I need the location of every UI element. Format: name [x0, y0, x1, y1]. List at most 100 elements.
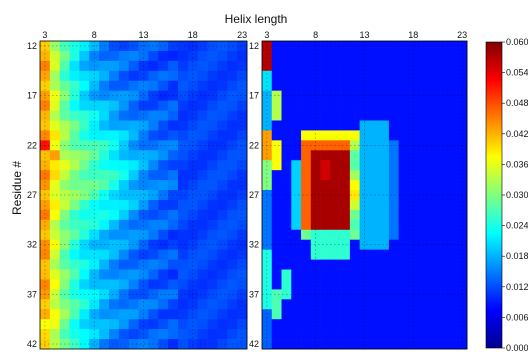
heatmap-cell — [301, 70, 312, 82]
heatmap-cell — [408, 130, 419, 141]
heatmap-cell — [128, 130, 139, 141]
heatmap-cell — [109, 209, 120, 221]
heatmap-cell — [418, 70, 429, 82]
heatmap-cell — [197, 289, 208, 300]
heatmap-cell — [227, 80, 238, 92]
heatmap-cell — [388, 60, 400, 72]
heatmap-cell — [398, 90, 409, 101]
heatmap-cell — [262, 269, 273, 280]
heatmap-cell — [379, 100, 390, 111]
heatmap-cell — [291, 160, 302, 171]
heatmap-cell — [388, 249, 400, 260]
heatmap-cell — [291, 229, 302, 241]
heatmap-cell — [271, 180, 282, 191]
heatmap-cell — [118, 289, 130, 300]
heatmap-cell — [310, 229, 321, 241]
heatmap-cell — [379, 269, 390, 280]
heatmap-cell — [340, 100, 351, 111]
heatmap-cell — [408, 319, 419, 330]
heatmap-cell — [359, 259, 370, 270]
heatmap-cell — [369, 319, 380, 330]
heatmap-cell — [128, 299, 139, 310]
heatmap-cell — [197, 279, 208, 290]
heatmap-cell — [427, 249, 439, 260]
heatmap-cell — [178, 219, 189, 231]
heatmap-cell — [281, 299, 292, 310]
heatmap-cell — [79, 130, 90, 141]
heatmap-cell — [69, 269, 80, 280]
heatmap-cell — [281, 199, 292, 211]
heatmap-cell — [379, 319, 390, 330]
heatmap-cell — [457, 130, 468, 141]
heatmap-cell — [340, 50, 351, 62]
heatmap-cell — [148, 80, 159, 92]
heatmap-cell — [237, 239, 248, 250]
heatmap-cell — [457, 150, 468, 161]
heatmap-cell — [301, 259, 312, 270]
heatmap-cell — [271, 199, 282, 211]
heatmap-cell — [388, 120, 400, 131]
heatmap-cell — [59, 110, 70, 121]
heatmap-cell — [109, 219, 120, 231]
heatmap-cell — [207, 279, 218, 290]
heatmap-cell — [369, 80, 380, 92]
heatmap-cell — [69, 180, 80, 191]
heatmap-cell — [379, 190, 390, 201]
heatmap-cell — [388, 190, 400, 201]
heatmap-cell — [89, 190, 100, 201]
axis-ticks-left: 3 8 13 18 23 12 17 22 27 32 37 42 — [27, 30, 247, 349]
heatmap-cell — [168, 100, 179, 111]
heatmap-cell — [168, 199, 179, 211]
heatmap-cell — [168, 180, 179, 191]
heatmap-cell — [398, 41, 409, 52]
heatmap-cell — [369, 180, 380, 191]
heatmap-cell — [262, 209, 273, 221]
heatmap-cell — [69, 120, 80, 131]
heatmap-cell — [310, 269, 321, 280]
heatmap-cell — [128, 90, 139, 101]
heatmap-cell — [427, 80, 439, 92]
heatmap-cell — [237, 190, 248, 201]
heatmap-cell — [69, 170, 80, 181]
heatmap-cell — [138, 70, 149, 82]
heatmap-cell — [447, 90, 458, 101]
heatmap-cell — [168, 329, 179, 340]
heatmap-cell — [457, 70, 468, 82]
heatmap-cell — [340, 70, 351, 82]
heatmap-cell — [320, 199, 331, 211]
heatmap-cell — [398, 100, 409, 111]
heatmap-cell — [291, 329, 302, 340]
heatmap-cell — [349, 170, 360, 181]
heatmap-cell — [118, 140, 130, 151]
heatmap-cell — [99, 329, 110, 340]
heatmap-cell — [148, 110, 159, 121]
heatmap-cell — [158, 229, 169, 241]
heatmap-cell — [49, 209, 61, 221]
heatmap-cell — [118, 110, 130, 121]
heatmap-cell — [89, 299, 100, 310]
heatmap-cell — [49, 199, 61, 211]
heatmap-cell — [237, 339, 248, 350]
heatmap-cell — [109, 41, 120, 52]
heatmap-cell — [271, 289, 282, 300]
heatmap-cell — [349, 150, 360, 161]
heatmap-cell — [340, 259, 351, 270]
heatmap-cell — [398, 190, 409, 201]
heatmap-cell — [118, 329, 130, 340]
heatmap-cell — [99, 219, 110, 231]
heatmap-cell — [447, 319, 458, 330]
heatmap-cell — [158, 249, 169, 260]
heatmap-cell — [197, 170, 208, 181]
heatmap-cell — [148, 120, 159, 131]
heatmap-cell — [99, 299, 110, 310]
heatmap-cell — [388, 100, 400, 111]
heatmap-cell — [217, 249, 228, 260]
heatmap-cell — [379, 41, 390, 52]
colorbar-tick-label: 0.012 — [506, 282, 528, 292]
y-tick-label-right: 27 — [249, 190, 259, 200]
heatmap-cell — [99, 60, 110, 72]
heatmap-cell — [320, 339, 331, 350]
heatmap-cell — [40, 110, 51, 121]
heatmap-cell — [227, 180, 238, 191]
colorbar-tick-label: 0.042 — [506, 129, 528, 139]
